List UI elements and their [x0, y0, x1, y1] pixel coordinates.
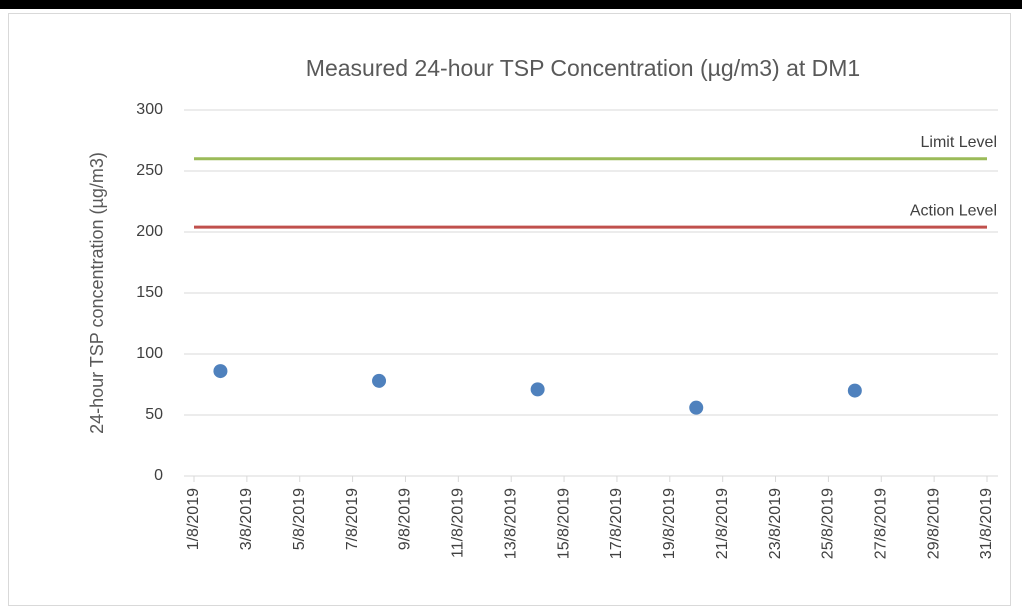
x-tick-label: 25/8/2019 — [820, 488, 837, 559]
x-tick-label: 29/8/2019 — [925, 488, 942, 559]
point — [530, 382, 545, 397]
x-tick-label: 17/8/2019 — [608, 488, 625, 559]
x-tick-label: 15/8/2019 — [555, 488, 572, 559]
x-tick-label: 7/8/2019 — [344, 488, 361, 550]
x-tick-label: 3/8/2019 — [238, 488, 255, 550]
y-tick-label: 0 — [154, 467, 163, 484]
reference-label: Limit Level — [921, 134, 997, 151]
y-tick-label: 100 — [136, 345, 163, 362]
top-bar — [0, 0, 1022, 9]
x-tick-label: 5/8/2019 — [291, 488, 308, 550]
point — [847, 383, 862, 398]
point — [372, 373, 387, 388]
x-tick-label: 31/8/2019 — [978, 488, 995, 559]
x-tick-label: 11/8/2019 — [450, 488, 467, 558]
x-tick-label: 1/8/2019 — [185, 488, 202, 550]
x-tick-label: 9/8/2019 — [397, 488, 414, 550]
y-tick-label: 200 — [136, 223, 163, 240]
y-tick-label: 250 — [136, 162, 163, 179]
point — [213, 364, 228, 379]
chart-title: Measured 24-hour TSP Concentration (µg/m… — [306, 55, 860, 81]
chart-frame — [8, 13, 1011, 606]
x-tick-label: 13/8/2019 — [502, 488, 519, 559]
x-tick-label: 21/8/2019 — [714, 488, 731, 559]
y-tick-label: 300 — [136, 101, 163, 118]
x-tick-label: 19/8/2019 — [661, 488, 678, 559]
y-tick-label: 150 — [136, 284, 163, 301]
x-tick-label: 27/8/2019 — [872, 488, 889, 559]
y-axis-label: 24-hour TSP concentration (µg/m3) — [87, 152, 107, 434]
y-tick-label: 50 — [145, 406, 163, 423]
point — [689, 400, 704, 415]
reference-label: Action Level — [910, 202, 997, 219]
x-tick-label: 23/8/2019 — [767, 488, 784, 559]
